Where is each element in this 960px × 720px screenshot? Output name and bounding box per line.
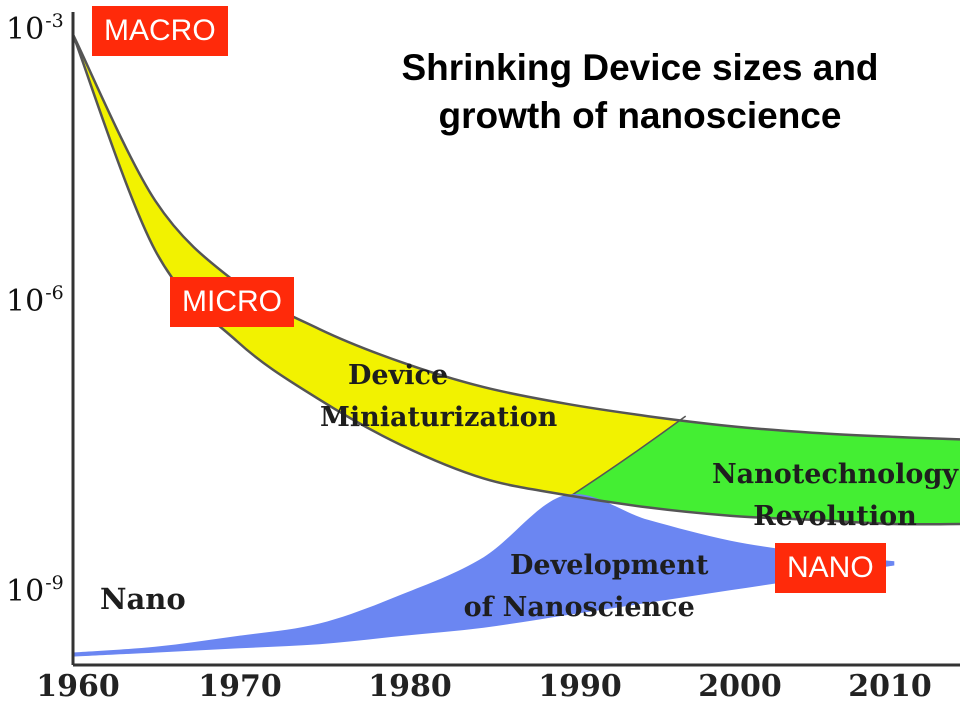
x-tick-label: 1970 bbox=[198, 669, 282, 704]
x-tick-label: 1980 bbox=[368, 669, 452, 704]
y-tick-base: 10 bbox=[6, 284, 45, 319]
annot-line: Device bbox=[348, 360, 449, 391]
annot-line: Revolution bbox=[753, 501, 917, 532]
annot-line: Development bbox=[510, 550, 709, 581]
y-tick-exponent: -6 bbox=[45, 282, 64, 304]
device-upper-curve bbox=[71, 34, 960, 441]
annot-line: Miniaturization bbox=[320, 402, 558, 433]
development-of-nanoscience-label: Development of Nanoscience bbox=[450, 545, 709, 629]
chart-title: Shrinking Device sizes and growth of nan… bbox=[330, 44, 950, 140]
micro-label: MICRO bbox=[170, 277, 294, 327]
chart-title-line-2: growth of nanoscience bbox=[438, 95, 842, 136]
device-miniaturization-area bbox=[73, 34, 686, 525]
device-miniaturization-label: Device Miniaturization bbox=[320, 355, 557, 439]
y-tick-label: 10-3 bbox=[6, 10, 64, 47]
y-tick-label: 10-6 bbox=[6, 282, 64, 319]
x-tick-label: 2010 bbox=[848, 669, 932, 704]
nanotechnology-revolution-label: Nanotechnology Revolution bbox=[712, 454, 958, 538]
chart-title-line-1: Shrinking Device sizes and bbox=[401, 47, 879, 88]
y-tick-base: 10 bbox=[6, 574, 45, 609]
y-tick-label: 10-9 bbox=[6, 572, 64, 609]
annot-line: Nanotechnology bbox=[712, 459, 959, 490]
annot-line: of Nanoscience bbox=[463, 592, 695, 623]
nano-corner-label: Nano bbox=[100, 582, 186, 616]
y-tick-exponent: -3 bbox=[45, 10, 64, 32]
macro-label: MACRO bbox=[92, 6, 228, 56]
nano-label: NANO bbox=[775, 543, 886, 593]
y-tick-base: 10 bbox=[6, 12, 45, 47]
region-divider-line bbox=[565, 415, 687, 500]
development-of-nanoscience-area bbox=[73, 493, 895, 657]
x-tick-label: 2000 bbox=[698, 669, 782, 704]
y-tick-exponent: -9 bbox=[45, 572, 64, 594]
x-tick-label: 1990 bbox=[538, 669, 622, 704]
x-tick-label: 1960 bbox=[36, 669, 120, 704]
nanotechnology-revolution-area bbox=[565, 403, 960, 525]
